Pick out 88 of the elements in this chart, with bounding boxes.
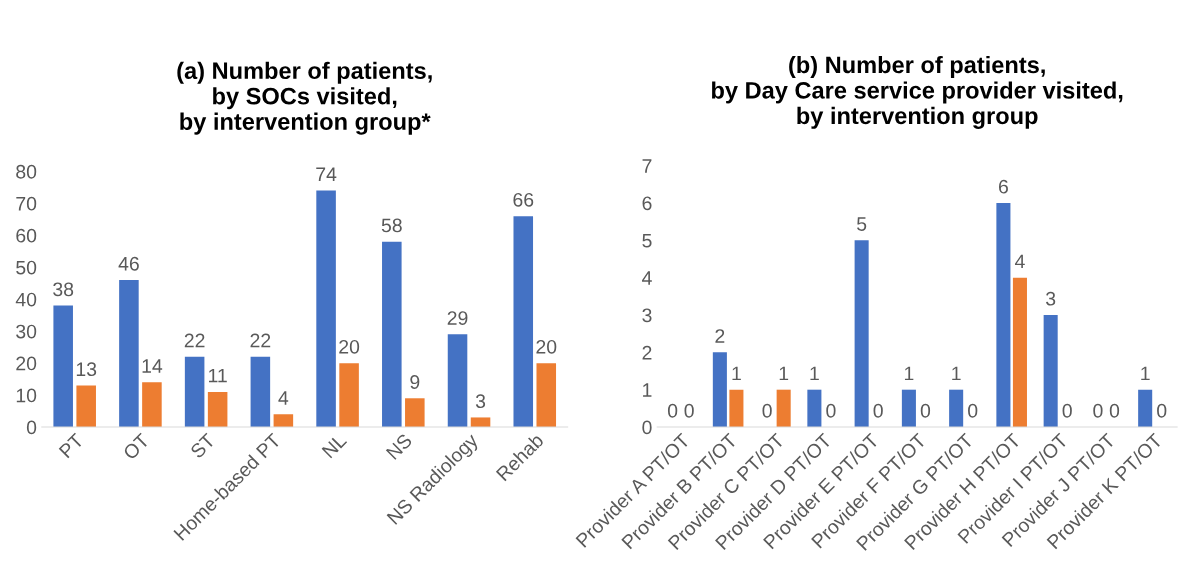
data-label: 14 [142, 359, 163, 373]
bar [470, 417, 491, 428]
x-tick-label: NL [321, 432, 348, 459]
data-label: 0 [920, 403, 931, 418]
data-label: 20 [339, 339, 360, 354]
bar [712, 352, 727, 428]
data-label: 0 [1062, 403, 1072, 418]
data-label: 9 [410, 375, 420, 389]
data-label: 1 [779, 366, 789, 381]
y-tick-label: 20 [16, 356, 37, 371]
data-label: 11 [209, 368, 227, 383]
bar [729, 389, 744, 428]
y-tick-label: 1 [643, 383, 652, 397]
data-label: 1 [810, 366, 819, 381]
y-tick-label: 50 [16, 260, 37, 275]
chart-title: (b) Number of patients, by Day Care service provider visited, by intervention group [712, 55, 1123, 129]
data-label: 0 [1109, 403, 1120, 418]
data-label: 29 [447, 311, 468, 325]
y-tick-label: 7 [642, 159, 652, 173]
data-label: 1 [952, 366, 961, 381]
y-tick-label: 40 [15, 292, 37, 307]
data-label: 1 [732, 366, 741, 381]
x-tick-label: NS [385, 432, 413, 460]
bar [142, 382, 162, 428]
bar [807, 389, 822, 428]
bar [854, 240, 869, 428]
data-label: 4 [278, 391, 289, 405]
data-label: 22 [184, 333, 205, 348]
bar [1138, 389, 1153, 428]
data-label: 0 [667, 403, 678, 418]
y-tick-label: 2 [642, 345, 652, 360]
data-label: 0 [762, 403, 772, 418]
bar [339, 363, 359, 428]
data-label: 5 [857, 217, 867, 231]
data-label: 74 [316, 167, 337, 181]
data-label: 0 [1157, 403, 1167, 418]
y-tick-label: 0 [26, 420, 37, 435]
data-label: 38 [53, 282, 74, 297]
bar [207, 391, 228, 428]
bar [53, 305, 73, 428]
bar [273, 414, 294, 428]
data-label: 20 [536, 339, 557, 354]
y-tick-label: 4 [642, 271, 652, 285]
bar [250, 356, 271, 428]
x-tick-label: PT [58, 432, 85, 459]
bar [447, 334, 468, 428]
y-tick-label: 10 [16, 388, 37, 403]
bar [949, 389, 964, 428]
data-label: 3 [1046, 291, 1056, 306]
data-label: 1 [904, 366, 914, 381]
data-label: 4 [1014, 254, 1025, 269]
data-label: 0 [684, 403, 694, 418]
data-label: 1 [1141, 366, 1150, 381]
bar [184, 356, 205, 428]
y-tick-label: 0 [642, 420, 652, 435]
bar [901, 389, 916, 428]
data-label: 2 [715, 329, 725, 343]
data-label: 58 [381, 218, 402, 233]
data-label: 66 [513, 192, 534, 207]
y-tick-label: 70 [16, 196, 37, 211]
chart-title: (a) Number of patients, by SOCs visited, by intervention group* [177, 61, 432, 135]
bar [513, 216, 534, 428]
x-tick-label: OT [122, 432, 151, 461]
y-tick-label: 60 [16, 228, 37, 243]
bar [316, 190, 336, 428]
bar [119, 280, 139, 428]
y-tick-label: 80 [16, 164, 37, 179]
data-label: 3 [475, 394, 486, 409]
bar [1043, 314, 1058, 428]
bar [536, 363, 557, 428]
y-tick-label: 30 [16, 324, 37, 339]
data-label: 6 [998, 179, 1008, 194]
bar [1012, 277, 1027, 428]
data-label: 0 [826, 403, 836, 418]
data-label: 46 [118, 256, 139, 271]
y-tick-label: 3 [642, 308, 652, 323]
data-label: 13 [76, 362, 97, 377]
bar [405, 398, 425, 428]
bar [382, 241, 402, 428]
data-label: 22 [250, 333, 271, 348]
y-tick-label: 5 [642, 233, 652, 248]
data-label: 0 [873, 403, 883, 418]
bar [76, 385, 96, 428]
bar [776, 389, 791, 428]
y-tick-label: 6 [642, 196, 652, 211]
data-label: 0 [1093, 403, 1103, 418]
data-label: 0 [968, 403, 978, 418]
bar [996, 202, 1011, 428]
